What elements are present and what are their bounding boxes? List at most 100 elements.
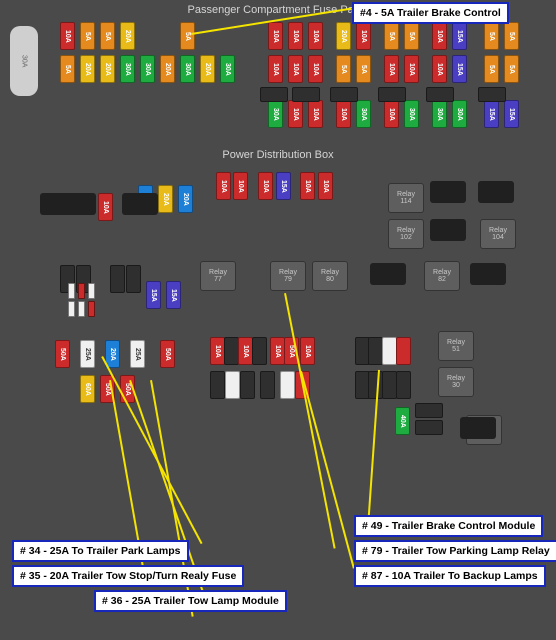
fuse: 15A <box>452 55 467 83</box>
fuse: 5A <box>504 55 519 83</box>
socket <box>470 263 506 285</box>
fuse <box>396 337 411 365</box>
passenger-compartment-panel: Passenger Compartment Fuse Panel 30A 10A… <box>0 0 556 145</box>
callout-c35: # 35 - 20A Trailer Tow Stop/Turn Realy F… <box>12 565 244 587</box>
leader-line <box>300 371 355 569</box>
fuse: 5A <box>484 55 499 83</box>
fuse: 30A <box>432 100 447 128</box>
fuse: 10A <box>233 172 248 200</box>
callout-c87: # 87 - 10A Trailer To Backup Lamps <box>354 565 546 587</box>
fuse: 10A <box>98 193 113 221</box>
socket <box>430 219 466 241</box>
fuse <box>478 87 506 102</box>
fuse <box>110 265 125 293</box>
fuse: 30A <box>220 55 235 83</box>
fuse: 15A <box>276 172 291 200</box>
fuse <box>415 403 443 418</box>
fuse: 10A <box>60 22 75 50</box>
fuse <box>292 87 320 102</box>
fuse: 40A <box>395 407 410 435</box>
power-distribution-box: Power Distribution Box 10A20A20A20A10A10… <box>0 145 556 640</box>
mini-fuse <box>88 283 95 299</box>
fuse: 15A <box>504 100 519 128</box>
socket <box>60 193 96 215</box>
fuse: 10A <box>432 55 447 83</box>
fuse: 10A <box>270 337 285 365</box>
fuse <box>280 371 295 399</box>
fuse: 20A <box>80 55 95 83</box>
mini-fuse <box>78 301 85 317</box>
relay: Relay114 <box>388 183 424 213</box>
fuse: 5A <box>60 55 75 83</box>
fuse: 10A <box>268 55 283 83</box>
relay: Relay30 <box>438 367 474 397</box>
fuse: 10A <box>268 22 283 50</box>
fuse: 30A <box>140 55 155 83</box>
relay: Relay102 <box>388 219 424 249</box>
fuse: 25A <box>130 340 145 368</box>
fuse: 10A <box>404 55 419 83</box>
fuse: 5A <box>404 22 419 50</box>
fuse: 10A <box>288 100 303 128</box>
fuse: 25A <box>80 340 95 368</box>
fuse <box>330 87 358 102</box>
relay: Relay82 <box>424 261 460 291</box>
callout-c49: # 49 - Trailer Brake Control Module <box>354 515 543 537</box>
callout-c36: # 36 - 25A Trailer Tow Lamp Module <box>94 590 287 612</box>
fuse <box>260 87 288 102</box>
fuse <box>240 371 255 399</box>
fuse: 5A <box>336 55 351 83</box>
fuse: 20A <box>100 55 115 83</box>
fuse <box>396 371 411 399</box>
fuse: 60A <box>80 375 95 403</box>
fuse: 10A <box>258 172 273 200</box>
fuse: 5A <box>180 22 195 50</box>
fuse: 30A <box>452 100 467 128</box>
fuse: 10A <box>308 55 323 83</box>
leader-line <box>284 293 336 549</box>
callout-c4: #4 - 5A Trailer Brake Control <box>352 2 509 24</box>
fuse: 20A <box>120 22 135 50</box>
mini-fuse <box>78 283 85 299</box>
mini-fuse <box>88 301 95 317</box>
fuse <box>225 371 240 399</box>
fuse: 5A <box>504 22 519 50</box>
fuse <box>378 87 406 102</box>
fuse <box>126 265 141 293</box>
fuse: 10A <box>308 22 323 50</box>
fuse <box>368 337 383 365</box>
mini-fuse <box>68 283 75 299</box>
fuse <box>415 420 443 435</box>
fuse: 5A <box>80 22 95 50</box>
fuse: 20A <box>160 55 175 83</box>
fuse <box>210 371 225 399</box>
fuse <box>426 87 454 102</box>
fuse: 10A <box>356 22 371 50</box>
fuse: 10A <box>308 100 323 128</box>
fuse <box>260 371 275 399</box>
mini-fuse <box>68 301 75 317</box>
fuse <box>252 337 267 365</box>
fuse: 15A <box>146 281 161 309</box>
fuse: 20A <box>178 185 193 213</box>
fuse: 20A <box>336 22 351 50</box>
socket <box>478 181 514 203</box>
fuse: 5A <box>484 22 499 50</box>
socket <box>460 417 496 439</box>
fuse: 30A <box>404 100 419 128</box>
relay: Relay104 <box>480 219 516 249</box>
fuse: 30A <box>120 55 135 83</box>
fuse: 30A <box>180 55 195 83</box>
fuse: 10A <box>216 172 231 200</box>
fuse: 50A <box>160 340 175 368</box>
fuse <box>382 371 397 399</box>
fuse: 15A <box>166 281 181 309</box>
bottom-title: Power Distribution Box <box>0 145 556 161</box>
fuse: 50A <box>55 340 70 368</box>
fuse: 10A <box>384 55 399 83</box>
fuse: 10A <box>300 337 315 365</box>
fuse: 10A <box>336 100 351 128</box>
socket <box>370 263 406 285</box>
fuse: 5A <box>384 22 399 50</box>
socket <box>122 193 158 215</box>
